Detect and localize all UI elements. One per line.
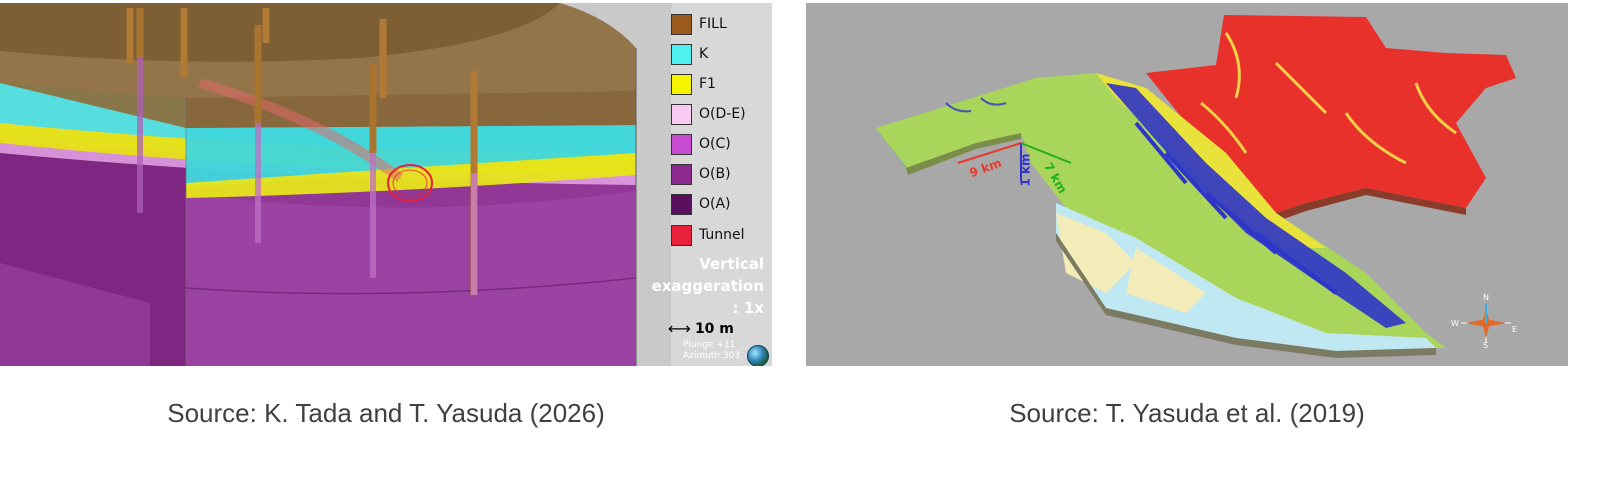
double-arrow-icon: ⟷ — [668, 319, 691, 338]
compass-west-label: W — [1451, 319, 1459, 328]
f1-swatch — [671, 73, 692, 95]
terrain-geology-map-image: 9 km 1 km 7 km N S E W — [806, 3, 1568, 366]
globe-icon — [747, 345, 769, 366]
geological-block-model-image: FILL K F1 O(D-E) O(C) O(B) O(A) Tunnel — [0, 3, 772, 366]
vertical-exaggeration-line2: exaggeration — [651, 277, 764, 295]
caption-left: Source: K. Tada and T. Yasuda (2026) — [167, 398, 605, 428]
legend-item-fill: FILL — [671, 12, 727, 36]
plunge-text: Plunge +11 — [683, 340, 736, 350]
fill-swatch — [671, 13, 692, 35]
tunnel-swatch — [671, 224, 692, 246]
compass-south-label: S — [1483, 341, 1489, 350]
compass-east-label: E — [1512, 325, 1518, 334]
scale-indicator: ⟷ 10 m — [668, 319, 734, 338]
terrain-map-graphic — [876, 15, 1516, 358]
legend-item-o-b: O(B) — [671, 162, 731, 186]
o-de-swatch — [671, 103, 692, 125]
scale-label-blue: 1 km — [1018, 153, 1033, 187]
scale-label: 10 m — [694, 320, 734, 337]
legend-item-o-a: O(A) — [671, 192, 731, 216]
block-model-graphic — [0, 3, 672, 366]
legend-item-tunnel: Tunnel — [671, 223, 745, 247]
legend-label: Tunnel — [699, 227, 745, 243]
legend-label: FILL — [699, 16, 727, 32]
vertical-exaggeration-line3: : 1x — [732, 299, 764, 317]
compass-icon — [1461, 303, 1511, 343]
legend-label: O(D-E) — [699, 106, 746, 122]
compass-north-label: N — [1483, 293, 1489, 302]
legend-item-o-c: O(C) — [671, 132, 731, 156]
o-a-swatch — [671, 193, 692, 215]
legend-label: K — [699, 46, 709, 62]
o-c-swatch — [671, 133, 692, 155]
legend-label: O(B) — [699, 166, 731, 182]
legend-label: F1 — [699, 76, 716, 92]
legend-item-o-de: O(D-E) — [671, 102, 746, 126]
legend-item-f1: F1 — [671, 72, 716, 96]
legend-item-k: K — [671, 42, 708, 66]
caption-right: Source: T. Yasuda et al. (2019) — [1009, 398, 1365, 428]
k-swatch — [671, 43, 692, 65]
legend-label: O(A) — [699, 196, 731, 212]
vertical-exaggeration-line1: Vertical — [699, 255, 764, 273]
o-b-swatch — [671, 163, 692, 185]
legend: FILL K F1 O(D-E) O(C) O(B) O(A) Tunnel — [671, 8, 772, 366]
legend-label: O(C) — [699, 136, 731, 152]
azimuth-text: Azimuth 303 — [683, 351, 741, 361]
